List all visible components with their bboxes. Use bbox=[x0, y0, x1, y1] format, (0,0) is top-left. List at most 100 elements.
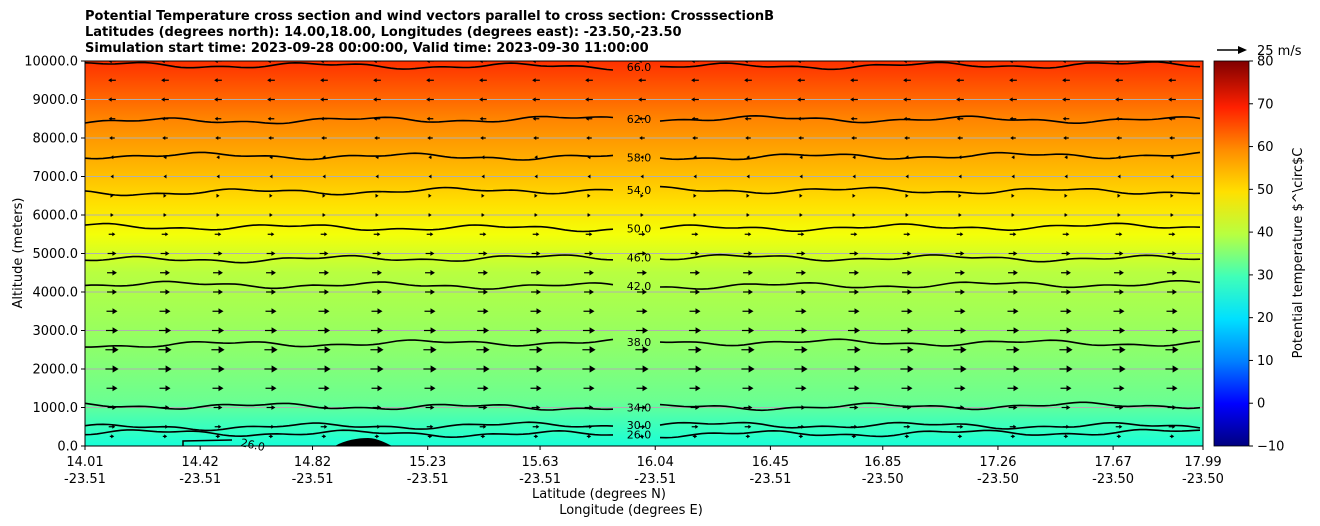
wind-vector bbox=[1115, 232, 1123, 237]
wind-vector bbox=[1011, 193, 1015, 198]
x-axis-label-latitude: Latitude (degrees N) bbox=[532, 487, 666, 502]
wind-vector bbox=[796, 270, 806, 276]
wind-vector bbox=[476, 327, 490, 334]
wind-vector bbox=[109, 434, 115, 439]
wind-vector bbox=[529, 365, 543, 373]
contour-line-38 bbox=[85, 338, 614, 348]
wind-vector bbox=[796, 289, 806, 295]
wind-vector bbox=[424, 308, 436, 315]
x-tick-label-lat: 16.04 bbox=[637, 455, 674, 470]
x-tick-label-lon: -23.51 bbox=[64, 472, 106, 487]
wind-vector bbox=[851, 434, 857, 439]
wind-vector bbox=[1061, 405, 1071, 410]
wind-vector bbox=[370, 327, 384, 334]
contour-label-50: 50.0 bbox=[627, 222, 652, 235]
wind-vector bbox=[161, 97, 169, 102]
wind-vector bbox=[110, 155, 114, 160]
wind-vector bbox=[1011, 213, 1015, 217]
wind-vector bbox=[267, 232, 275, 237]
wind-vector bbox=[427, 136, 433, 140]
wind-vector bbox=[1009, 424, 1017, 429]
wind-vector bbox=[797, 97, 805, 102]
wind-vector bbox=[162, 434, 168, 439]
wind-vector bbox=[1009, 116, 1017, 121]
wind-vector bbox=[481, 213, 485, 217]
wind-vector bbox=[794, 346, 808, 354]
wind-vector bbox=[375, 193, 379, 198]
wind-vector bbox=[689, 385, 701, 392]
wind-vector bbox=[744, 424, 752, 429]
wind-vector bbox=[269, 174, 273, 179]
wind-vector bbox=[955, 289, 965, 295]
wind-vector bbox=[1114, 405, 1124, 410]
wind-vector bbox=[105, 365, 119, 373]
wind-vector bbox=[1011, 155, 1015, 160]
wind-vector bbox=[903, 116, 911, 121]
wind-vector bbox=[746, 213, 750, 217]
wind-vector bbox=[319, 270, 329, 276]
wind-vector bbox=[900, 346, 914, 354]
wind-vector bbox=[640, 193, 644, 198]
wind-vector bbox=[534, 155, 538, 160]
wind-vector bbox=[583, 385, 595, 392]
wind-vector bbox=[1059, 365, 1073, 373]
wind-vector bbox=[161, 424, 169, 429]
wind-vector bbox=[635, 365, 649, 373]
contour-line-26 bbox=[659, 428, 1201, 439]
wind-vector bbox=[424, 385, 436, 392]
wind-vector bbox=[1009, 97, 1017, 102]
wind-vector bbox=[212, 308, 224, 315]
wind-vector bbox=[531, 251, 541, 256]
colorbar-tick-label: −10 bbox=[1257, 440, 1284, 455]
wind-vector bbox=[584, 251, 594, 256]
wind-vector bbox=[267, 61, 275, 64]
wind-vector bbox=[797, 424, 805, 429]
wind-vector bbox=[1115, 78, 1123, 83]
wind-vector bbox=[211, 365, 225, 373]
wind-vector bbox=[1008, 405, 1018, 410]
wind-vector bbox=[423, 346, 437, 354]
wind-vector bbox=[741, 365, 755, 373]
wind-vector bbox=[267, 78, 275, 83]
wind-vector bbox=[1115, 424, 1123, 429]
colorbar bbox=[1213, 60, 1250, 447]
wind-vector bbox=[268, 434, 274, 439]
wind-vector bbox=[905, 193, 909, 198]
x-tick-label-lat: 17.99 bbox=[1184, 455, 1221, 470]
wind-vector bbox=[636, 385, 648, 392]
contour-line-46 bbox=[659, 253, 1201, 263]
wind-vector bbox=[852, 174, 856, 179]
wind-vector bbox=[587, 174, 591, 179]
wind-vector bbox=[267, 116, 275, 121]
wind-vector bbox=[583, 308, 595, 315]
wind-vector bbox=[426, 424, 434, 429]
y-tick-label: 8000.0 bbox=[33, 132, 79, 147]
wind-vector bbox=[638, 78, 646, 83]
y-tick-label: 7000.0 bbox=[33, 170, 79, 185]
wind-vector bbox=[954, 308, 966, 315]
wind-vector bbox=[1168, 78, 1176, 83]
wind-vector bbox=[158, 365, 172, 373]
contour-label-58: 58.0 bbox=[627, 151, 652, 164]
wind-vector bbox=[213, 270, 223, 276]
wind-vector bbox=[850, 232, 858, 237]
wind-vector bbox=[956, 116, 964, 121]
wind-vector bbox=[586, 136, 592, 140]
wind-vector bbox=[690, 405, 700, 410]
y-tick-label: 1000.0 bbox=[33, 401, 79, 416]
wind-vector bbox=[904, 434, 910, 439]
wind-vector bbox=[108, 116, 116, 121]
wind-vector bbox=[847, 346, 861, 354]
wind-vector bbox=[213, 405, 223, 410]
wind-vector bbox=[1006, 365, 1020, 373]
contour-line-34 bbox=[85, 402, 614, 411]
wind-vector bbox=[689, 308, 701, 315]
wind-vector bbox=[1008, 270, 1018, 276]
x-tick-label-lon: -23.51 bbox=[519, 472, 561, 487]
wind-vector bbox=[211, 327, 225, 334]
wind-vector bbox=[746, 193, 750, 198]
wind-vector bbox=[957, 136, 963, 140]
wind-vector bbox=[533, 434, 539, 439]
wind-vector bbox=[108, 61, 116, 64]
